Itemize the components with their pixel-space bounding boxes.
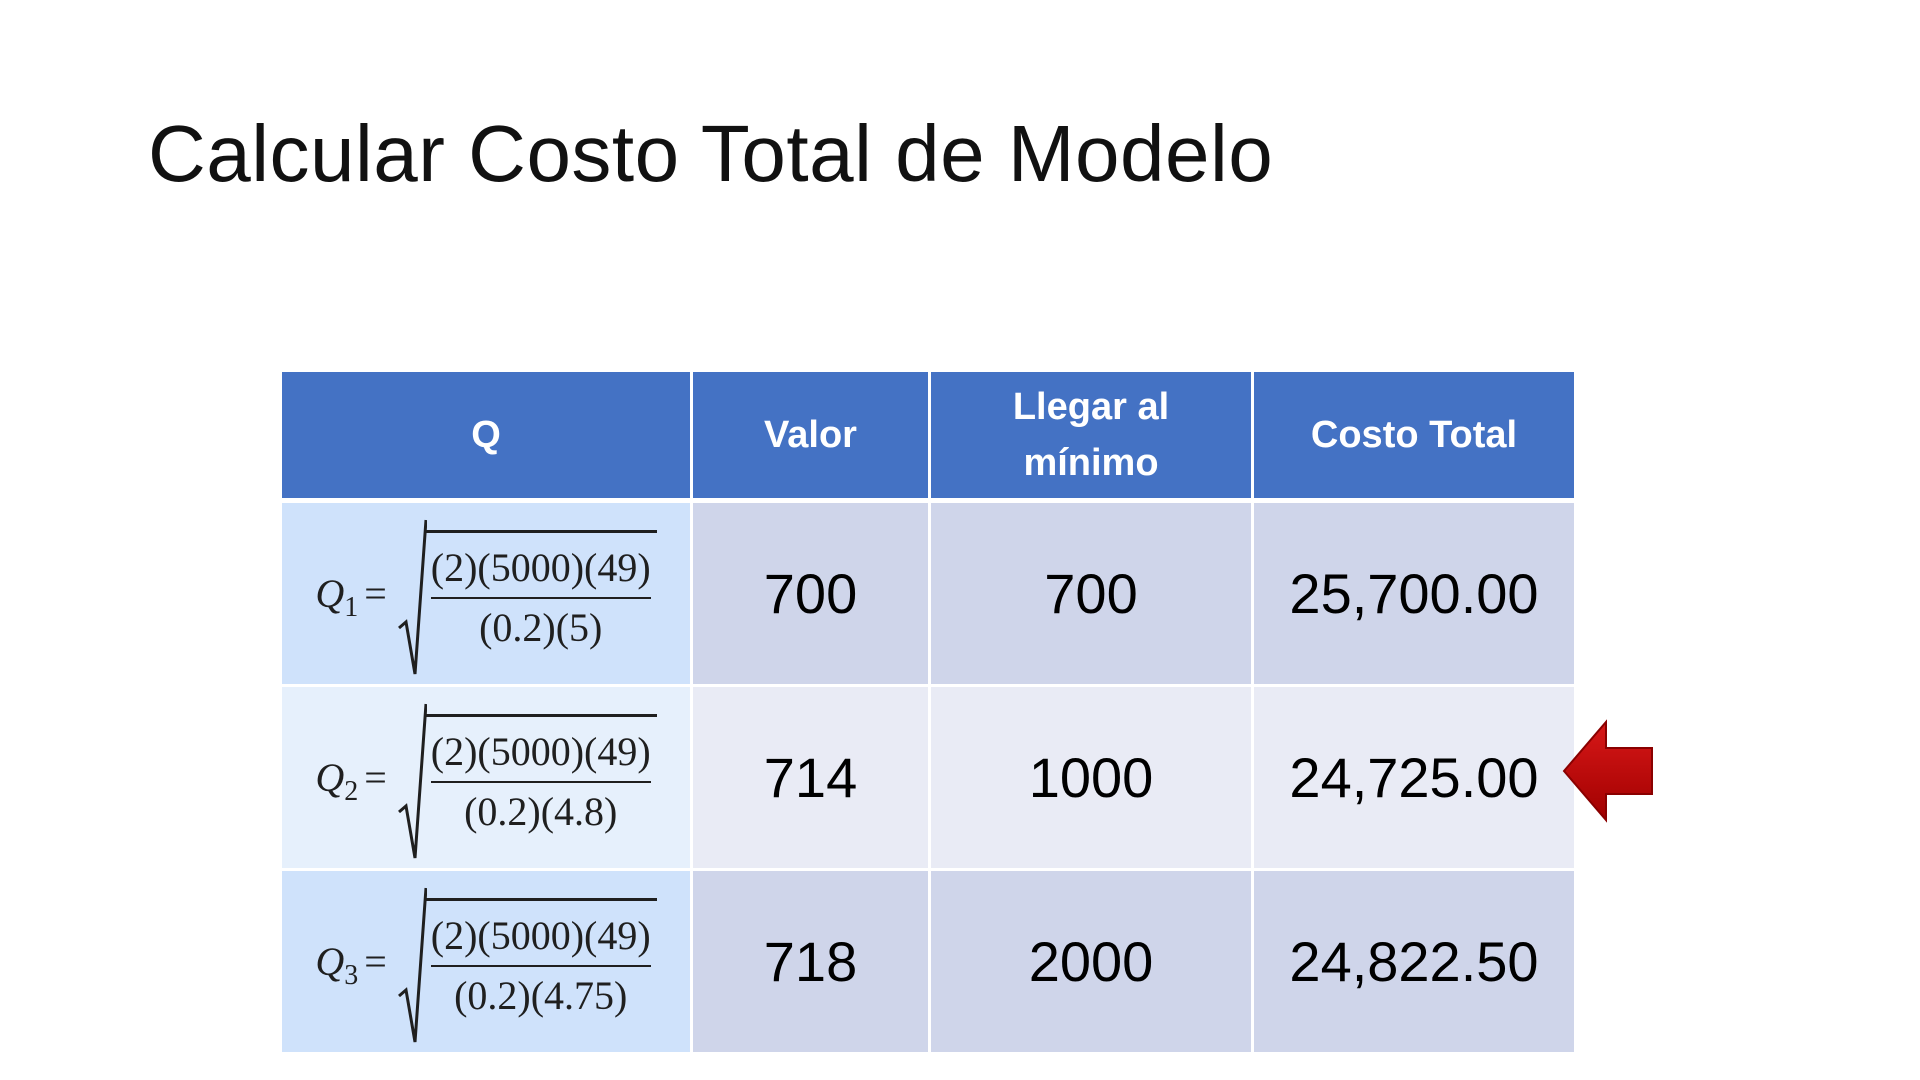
fraction-numerator: (2)(5000)(49): [430, 545, 651, 590]
header-llegar-al-minimo: Llegar al mínimo: [931, 372, 1254, 503]
cost-table: Q Valor Llegar al mínimo Costo Total Q1 =…: [282, 372, 1574, 1055]
square-root-icon: [397, 519, 427, 674]
fraction: (2)(5000)(49) (0.2)(5): [424, 530, 657, 653]
fraction: (2)(5000)(49) (0.2)(4.75): [424, 898, 657, 1021]
q-formula: Q3 = (2)(5000)(49) (0.2)(4.75): [282, 871, 690, 1052]
valor-cell: 718: [693, 871, 931, 1055]
costo-total-cell: 25,700.00: [1254, 503, 1574, 687]
valor-cell: 714: [693, 687, 931, 871]
llegar-cell: 700: [931, 503, 1254, 687]
table-row: Q3 = (2)(5000)(49) (0.2)(4.75) 718 2000 2…: [282, 871, 1574, 1055]
fraction-bar: [430, 965, 651, 967]
fraction-bar: [430, 597, 651, 599]
q-label: Q1 =: [315, 570, 387, 623]
q-formula-cell: Q1 = (2)(5000)(49) (0.2)(5): [282, 503, 693, 687]
left-arrow-icon: [1562, 719, 1653, 823]
llegar-cell: 1000: [931, 687, 1254, 871]
costo-total-cell: 24,822.50: [1254, 871, 1574, 1055]
header-costo-total: Costo Total: [1254, 372, 1574, 503]
fraction-denominator: (0.2)(4.75): [454, 973, 628, 1018]
q-label: Q3 =: [315, 938, 387, 991]
q-label: Q2 =: [315, 754, 387, 807]
fraction-denominator: (0.2)(4.8): [464, 789, 618, 834]
table-header-row: Q Valor Llegar al mínimo Costo Total: [282, 372, 1574, 503]
slide-title: Calcular Costo Total de Modelo: [148, 109, 1274, 198]
header-q: Q: [282, 372, 693, 503]
table-row: Q2 = (2)(5000)(49) (0.2)(4.8) 714 1000 24…: [282, 687, 1574, 871]
fraction-denominator: (0.2)(5): [479, 605, 603, 650]
table-row: Q1 = (2)(5000)(49) (0.2)(5) 700 700 25,70…: [282, 503, 1574, 687]
square-root-icon: [397, 887, 427, 1042]
q-formula: Q2 = (2)(5000)(49) (0.2)(4.8): [282, 687, 690, 868]
fraction-bar: [430, 781, 651, 783]
q-formula: Q1 = (2)(5000)(49) (0.2)(5): [282, 503, 690, 684]
header-valor: Valor: [693, 372, 931, 503]
costo-total-cell: 24,725.00: [1254, 687, 1574, 871]
q-formula-cell: Q2 = (2)(5000)(49) (0.2)(4.8): [282, 687, 693, 871]
q-formula-cell: Q3 = (2)(5000)(49) (0.2)(4.75): [282, 871, 693, 1055]
llegar-cell: 2000: [931, 871, 1254, 1055]
square-root-icon: [397, 703, 427, 858]
valor-cell: 700: [693, 503, 931, 687]
fraction-numerator: (2)(5000)(49): [430, 913, 651, 958]
fraction: (2)(5000)(49) (0.2)(4.8): [424, 714, 657, 837]
fraction-numerator: (2)(5000)(49): [430, 729, 651, 774]
